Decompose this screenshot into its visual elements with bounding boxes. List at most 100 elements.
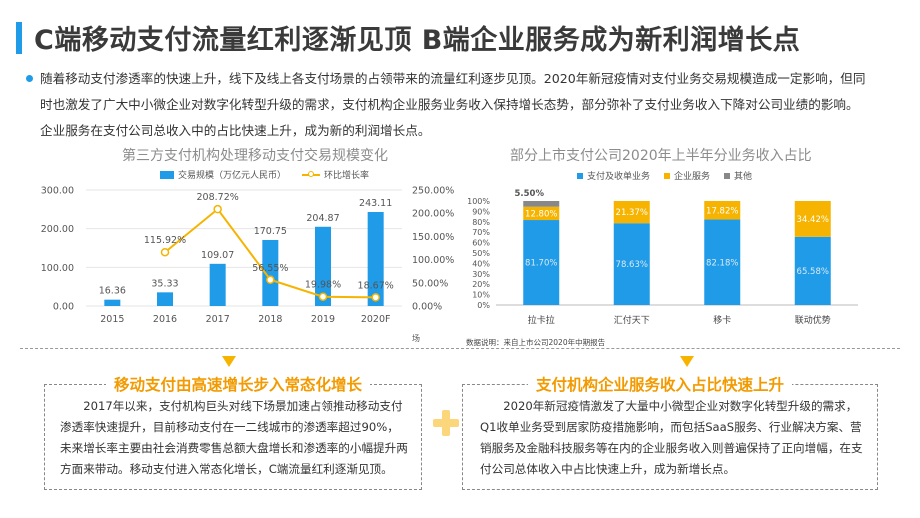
right-y-tick-label: 0.00% xyxy=(412,302,442,313)
legend-line-label: 环比增长率 xyxy=(324,171,370,181)
left-chart-title: 第三方支付机构处理移动支付交易规模变化 xyxy=(122,148,388,164)
right-y-tick-label: 10% xyxy=(472,291,490,300)
x-axis-category-label: 2017 xyxy=(206,314,230,325)
down-arrow-left-icon xyxy=(222,356,236,367)
legend-bar-swatch-icon xyxy=(160,170,174,179)
growth-rate-data-label: 19.98% xyxy=(305,280,341,291)
growth-rate-point xyxy=(371,293,380,302)
stacked-segment xyxy=(523,220,560,305)
left-chart: 0.00 100.00 200.00 300.00 0.00% 50.00% 100.00%… xyxy=(41,186,455,344)
volume-bar-data-label: 243.11 xyxy=(359,198,392,209)
right-y-tick-label: 60% xyxy=(472,239,490,248)
intro-paragraph: 随着移动支付渗透率的快速上升，线下及线上各支付场景的占领带来的流量红利逐步见顶。… xyxy=(26,66,870,144)
legend-swatch-enterprise-icon xyxy=(664,172,671,179)
right-y-tick-label: 250.00% xyxy=(412,186,454,197)
payment-segment-data-label: 82.18% xyxy=(706,258,738,268)
right-y-tick-label: 50% xyxy=(472,249,490,258)
x-axis-category-label: 联动优势 xyxy=(795,314,831,326)
x-axis-category-label: 2016 xyxy=(153,314,177,325)
left-chart-stray-label: 场 xyxy=(412,334,420,343)
right-y-tick-label: 20% xyxy=(472,280,490,289)
right-y-tick-label: 70% xyxy=(472,228,490,237)
growth-rate-data-label: 56.55% xyxy=(252,263,288,274)
bullet-dot-icon xyxy=(26,75,33,82)
volume-bar xyxy=(157,292,173,306)
legend-label-enterprise: 企业服务 xyxy=(674,172,711,182)
x-axis-category-label: 2018 xyxy=(258,314,282,325)
left-y-tick-label: 300.00 xyxy=(41,186,74,197)
left-chart-legend: 交易规模（万亿元人民币） 环比增长率 xyxy=(160,168,369,181)
right-chart-legend: 支付及收单业务 企业服务 其他 xyxy=(577,169,752,182)
growth-rate-point xyxy=(318,292,328,301)
right-chart-source-note: 数据说明：来自上市公司2020年中期报告 xyxy=(466,337,606,347)
x-axis-category-label: 汇付天下 xyxy=(614,315,650,326)
down-arrow-right-icon xyxy=(680,356,694,367)
right-y-tick-label: 30% xyxy=(472,270,490,279)
growth-rate-data-label: 208.72% xyxy=(197,192,239,203)
title-accent-bar xyxy=(16,22,22,54)
right-y-tick-label: 200.00% xyxy=(412,209,454,220)
volume-bar xyxy=(209,263,226,306)
right-box-text: 2020年新冠疫情激发了大量中小微型企业对数字化转型升级的需求，Q1收单业务受到… xyxy=(480,399,863,476)
volume-bar-data-label: 170.75 xyxy=(254,226,287,237)
volume-bar xyxy=(367,211,384,306)
enterprise-segment-data-label: 21.37% xyxy=(616,208,648,218)
volume-bar-data-label: 109.07 xyxy=(201,250,234,261)
volume-bar xyxy=(315,226,331,306)
x-axis-category-label: 2015 xyxy=(100,314,124,325)
payment-segment-data-label: 78.63% xyxy=(616,260,648,270)
volume-bar xyxy=(104,299,121,306)
growth-rate-point xyxy=(266,275,275,285)
x-axis-category-label: 拉卡拉 xyxy=(528,314,555,326)
stacked-segment xyxy=(523,206,560,221)
right-y-tick-label: 100.00% xyxy=(412,255,454,266)
right-chart-title: 部分上市支付公司2020年上半年分业务收入占比 xyxy=(510,148,812,164)
stacked-segment xyxy=(794,236,831,305)
plus-icon xyxy=(433,410,459,436)
x-axis-category-label: 移卡 xyxy=(713,314,731,326)
right-chart: 0%10% 20%30% 40%50%60% 70%80% 90%100% 81.70% 1… xyxy=(466,189,858,347)
intro-text: 随着移动支付渗透率的快速上升，线下及线上各支付场景的占领带来的流量红利逐步见顶。… xyxy=(40,71,866,138)
right-box-heading: 支付机构企业服务收入占比快速上升 xyxy=(528,373,793,395)
stacked-segment xyxy=(613,223,650,305)
left-box-text: 2017年以来，支付机构巨头对线下场景加速占领推动移动支付渗透率快速提升，目前移… xyxy=(60,399,408,476)
stacked-segment xyxy=(523,201,560,207)
volume-bar-data-label: 204.87 xyxy=(306,213,339,224)
enterprise-segment-data-label: 17.82% xyxy=(706,206,738,216)
growth-rate-data-label: 115.92% xyxy=(144,235,186,246)
right-y-tick-label: 0% xyxy=(477,301,490,310)
payment-segment-data-label: 65.58% xyxy=(797,267,829,277)
left-y-tick-label: 100.00 xyxy=(41,263,74,274)
page-title: C端移动支付流量红利逐渐见顶 B端企业服务成为新利润增长点 xyxy=(34,25,801,56)
right-y-tick-label: 90% xyxy=(472,207,490,216)
legend-label-other: 其他 xyxy=(734,172,753,182)
enterprise-segment-data-label: 12.80% xyxy=(525,209,557,219)
right-y-tick-label: 150.00% xyxy=(412,232,454,243)
section-divider xyxy=(20,348,900,349)
left-y-tick-label: 0.00 xyxy=(53,302,74,313)
left-y-tick-label: 200.00 xyxy=(41,224,74,235)
x-axis-category-label: 2020F xyxy=(361,314,391,325)
x-axis-category-label: 2019 xyxy=(311,314,335,325)
volume-bar-data-label: 16.36 xyxy=(99,286,126,297)
growth-rate-data-label: 18.67% xyxy=(358,280,394,291)
left-box-heading: 移动支付由高速增长步入常态化增长 xyxy=(106,373,371,395)
stacked-segment xyxy=(704,201,741,220)
volume-bar-data-label: 35.33 xyxy=(151,278,178,289)
growth-rate-point xyxy=(160,247,170,257)
legend-bar-label: 交易规模（万亿元人民币） xyxy=(178,171,287,181)
legend-line-swatch-icon xyxy=(302,170,321,177)
right-y-tick-label: 80% xyxy=(472,218,490,227)
right-y-tick-label: 40% xyxy=(472,259,490,268)
enterprise-segment-data-label: 34.42% xyxy=(797,215,829,225)
right-y-tick-label: 100% xyxy=(467,197,490,206)
legend-swatch-other-icon xyxy=(724,172,731,179)
right-y-tick-label: 50.00% xyxy=(412,278,448,289)
payment-segment-data-label: 81.70% xyxy=(525,259,557,269)
stacked-segment xyxy=(794,201,831,237)
legend-label-payment: 支付及收单业务 xyxy=(587,172,651,182)
stacked-segment xyxy=(704,219,741,305)
other-segment-data-label: 5.50% xyxy=(515,189,545,199)
legend-swatch-payment-icon xyxy=(577,172,583,179)
volume-bar xyxy=(262,239,279,306)
